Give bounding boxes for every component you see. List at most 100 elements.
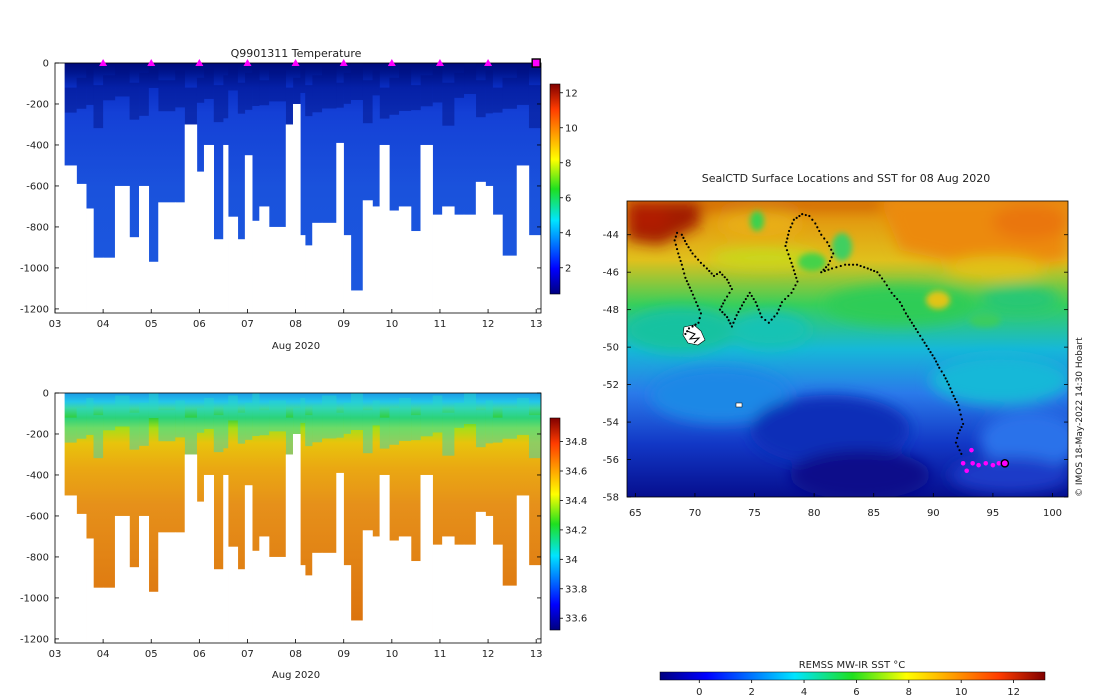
track-point (726, 278, 729, 281)
track-point (728, 291, 731, 294)
track-point (791, 222, 794, 225)
track-point (687, 246, 690, 249)
no-data-region (93, 257, 104, 313)
track-point (710, 272, 713, 275)
no-data-region (343, 235, 352, 313)
track-point (721, 311, 724, 314)
track-point (702, 264, 705, 267)
profile-band (139, 402, 149, 446)
y-tick-label: -800 (26, 222, 49, 233)
no-data-region (362, 200, 373, 313)
no-data-region (93, 587, 104, 643)
track-point (957, 404, 960, 407)
track-point (914, 327, 917, 331)
colorbar-tick-label: 34.8 (565, 437, 587, 448)
track-point (931, 354, 934, 357)
track-point (690, 289, 693, 293)
track-point (679, 259, 682, 263)
no-data-region (114, 515, 130, 643)
track-point (727, 319, 730, 322)
sst-colorbar-tick-label: 6 (853, 687, 859, 698)
x-tick-label: 04 (97, 649, 110, 660)
track-point (723, 299, 726, 302)
profile-band (432, 65, 443, 103)
y-tick-label: -400 (26, 470, 49, 481)
no-data-region (516, 495, 530, 643)
salinity-colorbar (549, 417, 561, 631)
track-point (677, 252, 680, 255)
y-tick-label: -1000 (20, 593, 49, 604)
track-point (830, 267, 834, 270)
profile-band (228, 395, 238, 421)
track-point (890, 291, 893, 294)
profile-band (476, 80, 486, 118)
x-tick-label: 07 (241, 319, 254, 330)
profile-band (432, 395, 443, 433)
profile-band (312, 405, 323, 443)
current-profile-marker (531, 58, 541, 68)
track-point (954, 441, 958, 444)
no-data-region (252, 550, 260, 643)
profile-band (259, 80, 270, 106)
profile-band (158, 80, 176, 112)
no-data-region (223, 474, 229, 643)
profile-marker (99, 59, 108, 66)
profile-band (300, 67, 306, 93)
no-data-region (228, 216, 239, 313)
no-data-region (379, 474, 390, 643)
track-point (888, 287, 891, 291)
no-data-region (102, 587, 116, 643)
profile-band (86, 397, 94, 435)
y-tick-label: -1200 (20, 304, 49, 315)
profile-band (228, 65, 238, 91)
profile-band (300, 397, 306, 423)
track-point (906, 315, 909, 318)
track-point (777, 308, 780, 311)
track-point (820, 271, 823, 274)
track-point (954, 397, 957, 401)
track-point (929, 351, 932, 354)
no-data-region (463, 544, 477, 643)
longitude-tick-label: 100 (1043, 508, 1062, 519)
profile-band (93, 85, 104, 129)
no-data-region (114, 185, 130, 313)
profile-band (103, 405, 116, 431)
profile-band (64, 87, 77, 113)
track-point (696, 304, 699, 308)
no-data-region (86, 538, 94, 643)
salinity-axes-frame (54, 392, 542, 644)
no-data-region (475, 511, 486, 643)
track-point (792, 287, 795, 291)
no-data-region (312, 552, 323, 643)
track-point (957, 432, 960, 435)
no-data-region (463, 214, 477, 313)
x-tick-label: 13 (530, 319, 543, 330)
salinity-bands (64, 393, 541, 461)
track-point (818, 229, 821, 233)
no-data-region (102, 257, 116, 313)
profile-band (454, 72, 465, 98)
track-point (746, 294, 749, 298)
profile-band (464, 393, 477, 424)
track-point (896, 297, 899, 301)
profile-band (115, 395, 130, 427)
no-data-region (184, 124, 198, 313)
track-point (722, 302, 725, 305)
track-point (685, 279, 688, 283)
no-data-region (129, 237, 140, 313)
no-data-region (86, 208, 94, 313)
profile-band (129, 82, 140, 120)
track-point (956, 436, 959, 440)
no-data-region (410, 561, 421, 643)
profile-band (305, 415, 313, 447)
track-point (859, 264, 862, 268)
profile-marker (387, 59, 396, 66)
track-point (938, 366, 941, 369)
no-data-region (213, 239, 224, 313)
recent-position (990, 462, 996, 468)
track-point (693, 297, 696, 300)
track-point (827, 263, 830, 266)
track-point (784, 297, 787, 301)
profile-band (372, 70, 380, 96)
no-data-region (55, 63, 65, 313)
